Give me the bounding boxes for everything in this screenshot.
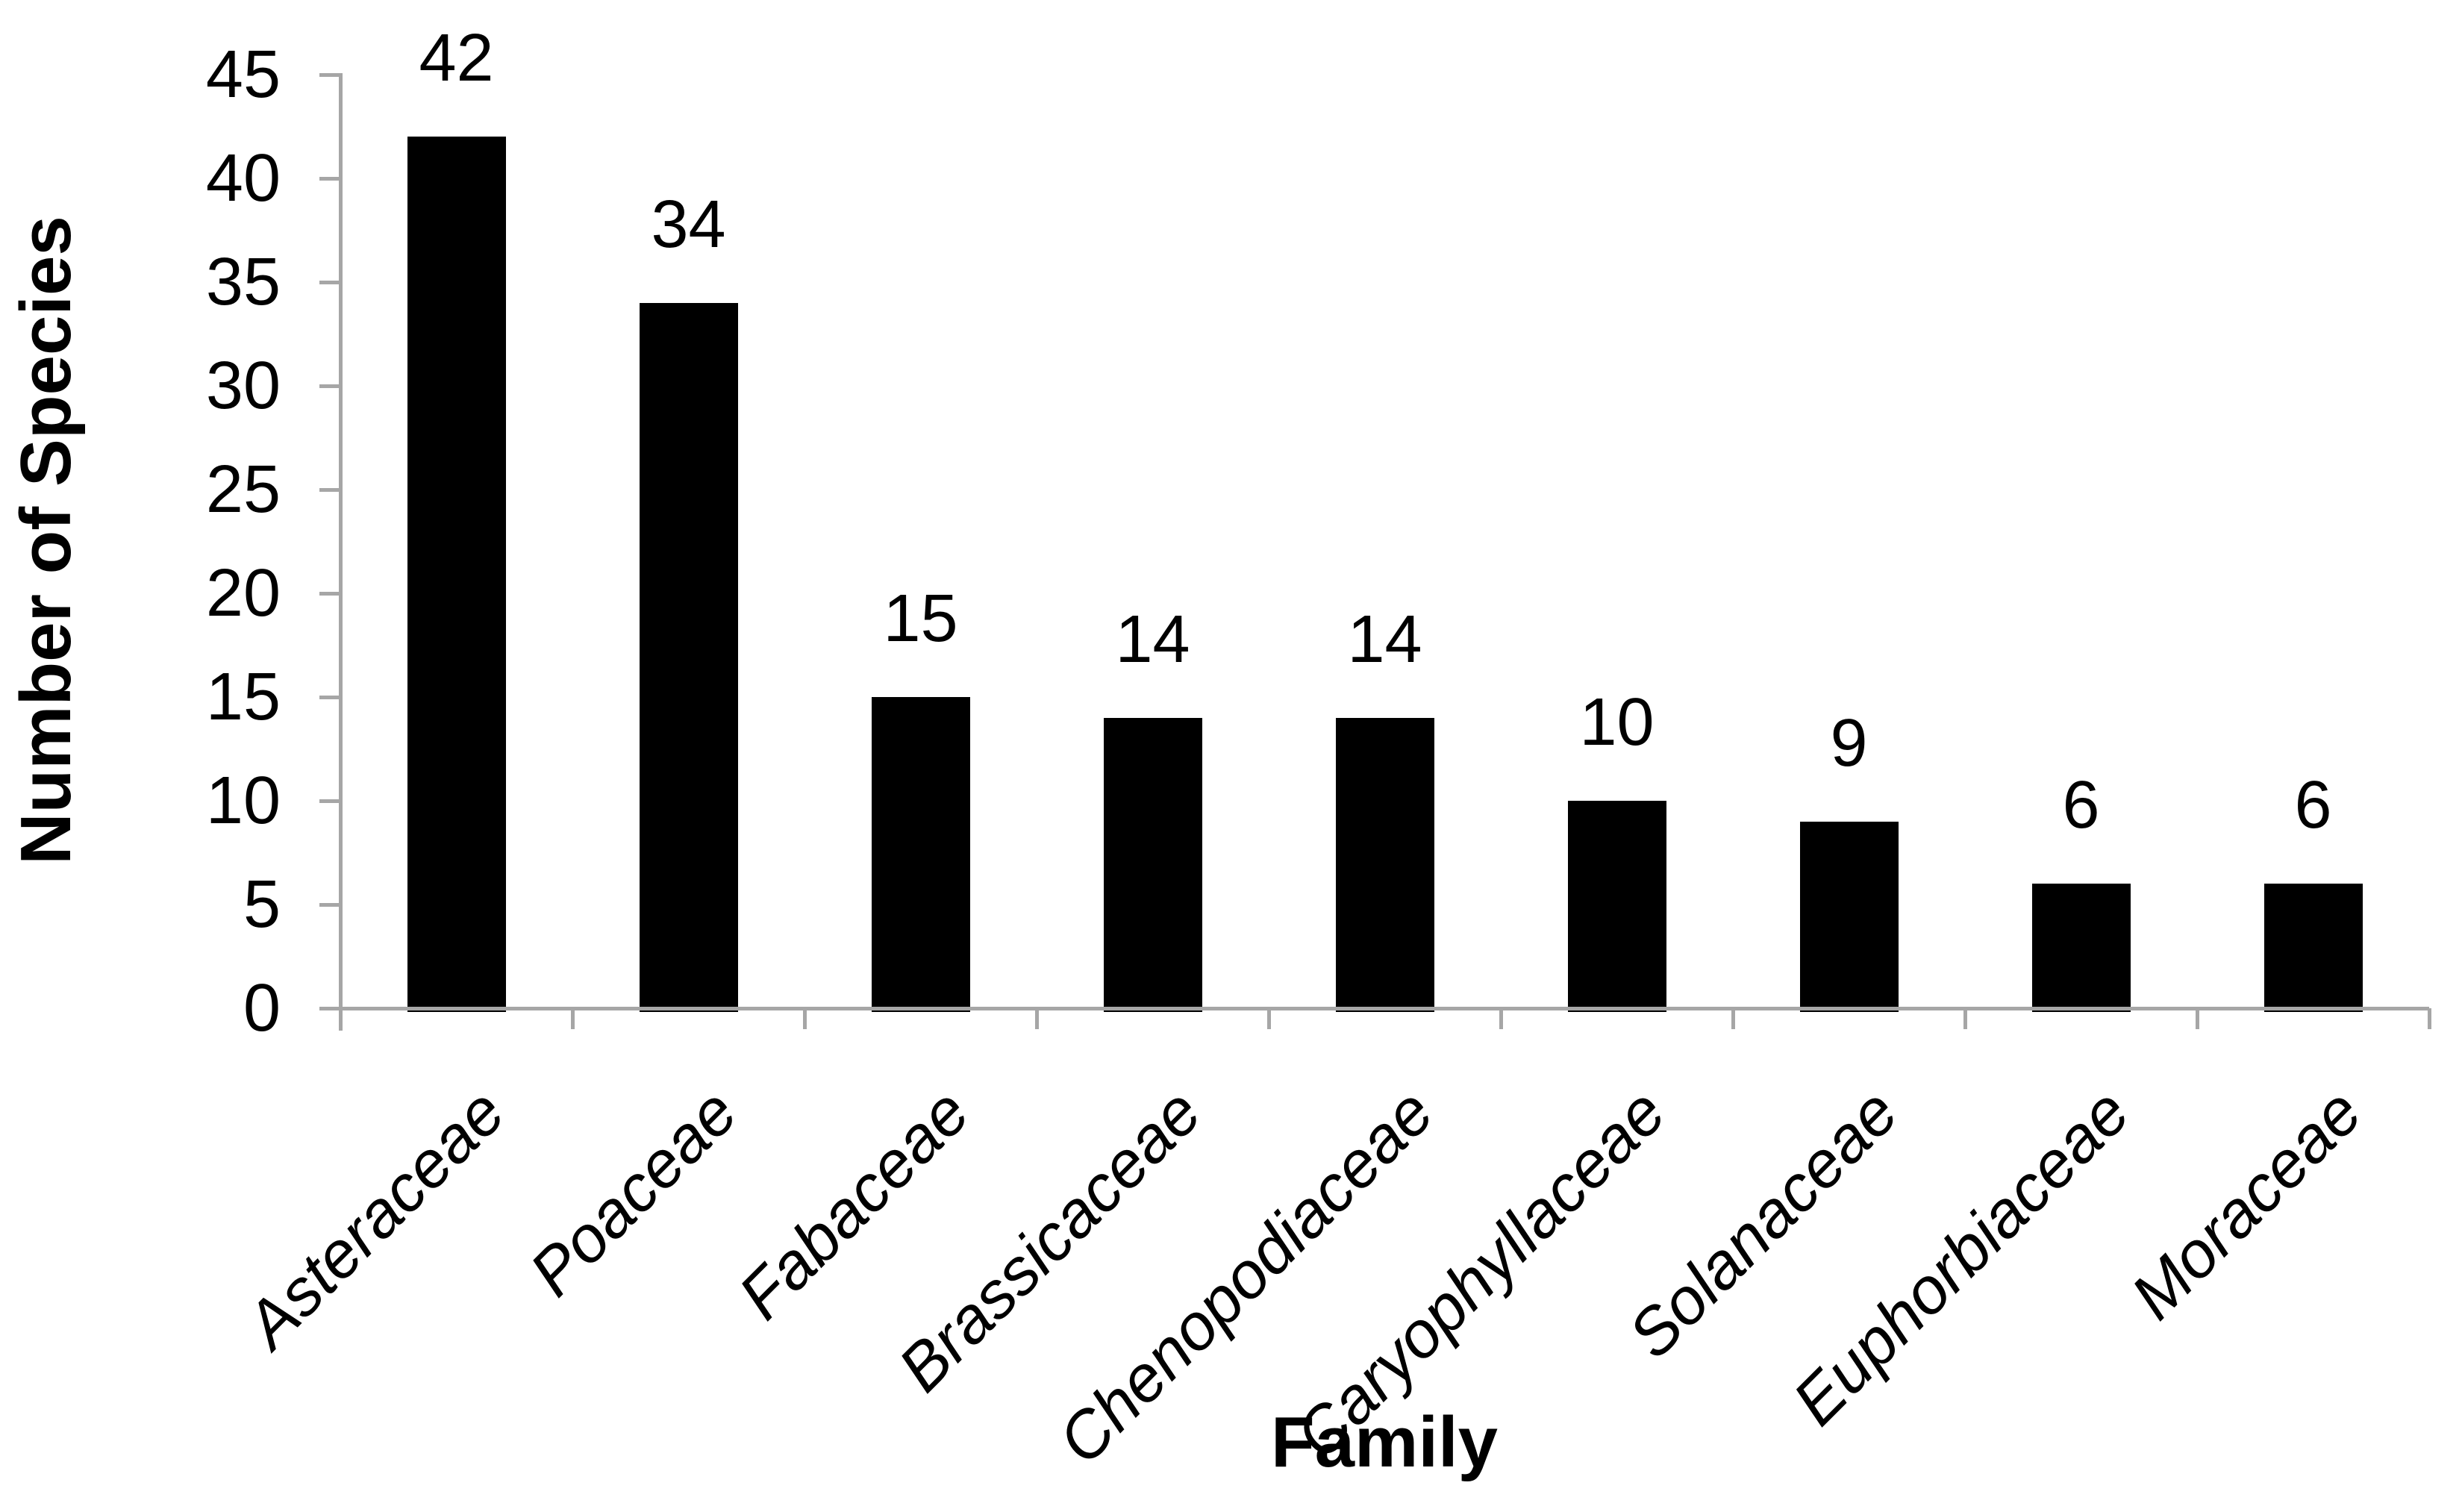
bar-value-label: 15	[883, 581, 958, 656]
y-tick	[319, 73, 340, 77]
bar-value-label: 9	[1830, 705, 1868, 781]
x-axis-title: Family	[1270, 1402, 1499, 1482]
y-tick-label: 10	[205, 763, 281, 838]
y-tick-label: 45	[205, 37, 281, 112]
y-tick	[319, 488, 340, 492]
bar	[407, 137, 506, 1012]
bar	[2263, 884, 2363, 1012]
x-tick	[1499, 1008, 1503, 1029]
y-tick	[319, 903, 340, 907]
y-tick	[319, 177, 340, 181]
y-tick-label: 25	[205, 452, 281, 527]
bar	[639, 302, 738, 1012]
y-tick-label: 15	[205, 660, 281, 734]
bar-value-label: 14	[1115, 602, 1190, 677]
bar-value-label: 14	[1347, 602, 1422, 677]
x-tick	[2428, 1008, 2431, 1029]
x-tick-label: Poaceae	[515, 1074, 752, 1310]
x-tick	[803, 1008, 807, 1029]
bar	[1567, 801, 1666, 1012]
x-tick	[1267, 1008, 1271, 1029]
bar-value-label: 42	[419, 21, 494, 96]
y-tick-label: 30	[205, 349, 281, 423]
bar-value-label: 10	[1579, 685, 1655, 760]
y-tick-label: 5	[243, 867, 281, 942]
y-tick-label: 20	[205, 556, 281, 631]
y-tick-label: 0	[243, 971, 281, 1046]
bar-value-label: 6	[2062, 768, 2100, 843]
x-tick	[1731, 1008, 1735, 1029]
bar	[1799, 821, 1899, 1012]
y-tick	[319, 592, 340, 596]
bar	[871, 697, 970, 1012]
y-tick	[319, 799, 340, 803]
y-tick	[319, 696, 340, 699]
y-tick	[319, 384, 340, 388]
y-tick-label: 40	[205, 141, 281, 216]
x-tick	[571, 1008, 575, 1029]
y-axis-line	[339, 73, 343, 1031]
bar-value-label: 34	[651, 187, 726, 262]
bar-value-label: 6	[2294, 768, 2332, 843]
x-axis-line	[319, 1007, 2429, 1010]
x-tick	[1035, 1008, 1039, 1029]
y-tick-label: 35	[205, 245, 281, 319]
bar	[1335, 717, 1434, 1012]
y-tick	[319, 281, 340, 284]
x-tick-label: Moraceae	[2116, 1074, 2376, 1334]
x-tick-label: Asteraceae	[231, 1074, 519, 1362]
bar	[2031, 884, 2131, 1012]
bar	[1103, 717, 1202, 1012]
x-tick	[1963, 1008, 1967, 1029]
x-tick	[2196, 1008, 2199, 1029]
